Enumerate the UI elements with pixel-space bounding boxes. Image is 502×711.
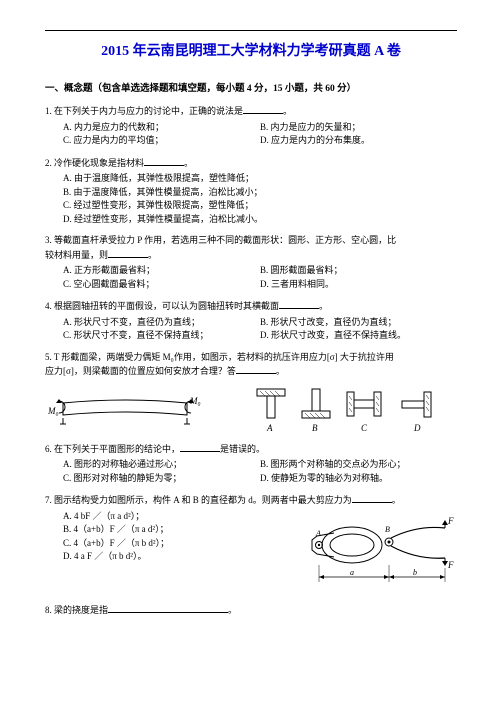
page-title: 2015 年云南昆明理工大学材料力学考研真题 A 卷 <box>45 41 457 62</box>
q2-stem: 2. 冷作硬化现象是指材料 <box>45 158 144 168</box>
q1-blank <box>243 104 283 114</box>
q7-stem: 7. 图示结构受力如图所示，构件 A 和 B 的直径都为 d。则两者中最大剪应力… <box>45 495 352 505</box>
q4-blank <box>279 299 319 309</box>
q4-opt-c: C. 形状尺寸不变，直径不保持直线； <box>63 329 260 343</box>
q5-stem-after: 。 <box>276 366 285 376</box>
q3-opt-c: C. 空心圆截面最省料； <box>63 278 260 292</box>
q3-blank <box>108 248 148 258</box>
question-6: 6. 在下列关于平面图形的结论中， 是错误的。 A. 图形的对称轴必通过形心； B… <box>45 442 457 486</box>
q6-blank <box>180 442 220 452</box>
q2-opt-d: D. 经过塑性变形，其弹性模量提高，泊松比减小。 <box>63 213 457 227</box>
q5-blank <box>236 364 276 374</box>
q2-opt-a: A. 由于温度降低，其弹性极限提高，塑性降低； <box>63 172 457 186</box>
q7-stem-after: 。 <box>392 495 401 505</box>
q3-opt-d: D. 三者用料相同。 <box>260 278 457 292</box>
q1-opt-b: B. 内力是应力的矢量和； <box>260 121 457 135</box>
q6-stem: 6. 在下列关于平面图形的结论中， <box>45 444 180 454</box>
q3-stem-l2: 较材料用量，则 <box>45 250 108 260</box>
q2-opt-c: C. 经过塑性变形，其弹性极限提高，塑性降低； <box>63 199 457 213</box>
q1-opt-c: C. 应力是内力的平均值； <box>63 134 260 148</box>
q1-opt-d: D. 应力是内力的分布集度。 <box>260 134 457 148</box>
q5-stem-l1: 5. T 形截面梁，两端受力偶矩 M₀作用，如图示，若材料的抗压许用应力[σ] … <box>45 351 457 365</box>
question-2: 2. 冷作硬化现象是指材料 。 A. 由于温度降低，其弹性极限提高，塑性降低； B… <box>45 156 457 227</box>
q3-stem-l1: 3. 等截面直杆承受拉力 P 作用，若选用三种不同的截面形状：圆形、正方形、空心… <box>45 234 457 248</box>
q2-stem-after: 。 <box>184 158 193 168</box>
q7-figure: B A F F a b <box>297 510 457 595</box>
q6-opt-c: C. 图形对对称轴的静矩为零； <box>63 472 260 486</box>
q3-stem-after: 。 <box>148 250 157 260</box>
q5-stem-l2: 应力[σ]，则梁截面的位置应如何安放才合理？答 <box>45 366 236 376</box>
svg-text:a: a <box>350 568 354 577</box>
q5-beam-figure: M₀ M₀ <box>45 389 205 429</box>
question-5: 5. T 形截面梁，两端受力偶矩 M₀作用，如图示，若材料的抗压许用应力[σ] … <box>45 351 457 434</box>
q1-stem: 1. 在下列关于内力与应力的讨论中，正确的说法是 <box>45 106 243 116</box>
svg-text:B: B <box>385 525 390 534</box>
q5-sections-figure: A B C <box>247 384 457 434</box>
svg-text:A: A <box>315 529 321 538</box>
q3-opt-a: A. 正方形截面最省料； <box>63 264 260 278</box>
q1-opt-a: A. 内力是应力的代数和； <box>63 121 260 135</box>
q4-opt-d: D. 形状尺寸改变，直径不保持直线。 <box>260 329 457 343</box>
q6-opt-b: B. 图形两个对称轴的交点必为形心； <box>260 458 457 472</box>
svg-text:F: F <box>447 560 454 570</box>
svg-text:C: C <box>361 423 368 433</box>
q2-blank <box>144 156 184 166</box>
q5-m0-left: M₀ <box>47 406 59 416</box>
question-8: 8. 梁的挠度是指 。 <box>45 603 457 618</box>
svg-text:A: A <box>266 423 273 433</box>
svg-text:D: D <box>413 423 421 433</box>
svg-text:F: F <box>447 516 454 526</box>
q1-stem-after: 。 <box>283 106 292 116</box>
question-1: 1. 在下列关于内力与应力的讨论中，正确的说法是。 A. 内力是应力的代数和； … <box>45 104 457 148</box>
q7-blank <box>352 493 392 503</box>
q8-stem: 8. 梁的挠度是指 <box>45 605 108 615</box>
svg-text:B: B <box>312 423 318 433</box>
q4-opt-a: A. 形状尺寸不变，直径仍为直线； <box>63 316 260 330</box>
q4-opt-b: B. 形状尺寸改变，直径仍为直线； <box>260 316 457 330</box>
section-heading: 一、概念题（包含单选选择题和填空题，每小题 4 分，15 小题，共 60 分） <box>45 82 457 96</box>
question-7: 7. 图示结构受力如图所示，构件 A 和 B 的直径都为 d。则两者中最大剪应力… <box>45 493 457 595</box>
svg-text:b: b <box>413 568 417 577</box>
q8-stem-after: 。 <box>228 605 237 615</box>
q4-stem-after: 。 <box>319 301 328 311</box>
q8-blank <box>108 603 228 613</box>
q3-opt-b: B. 圆形截面最省料； <box>260 264 457 278</box>
q4-stem: 4. 根据圆轴扭转的平面假设，可以认为圆轴扭转时其横截面 <box>45 301 279 311</box>
q2-opt-b: B. 由于温度降低，其弹性模量提高，泊松比减小； <box>63 186 457 200</box>
q6-opt-d: D. 使静矩为零的轴必为对称轴。 <box>260 472 457 486</box>
q6-stem-after: 是错误的。 <box>220 444 265 454</box>
question-4: 4. 根据圆轴扭转的平面假设，可以认为圆轴扭转时其横截面 。 A. 形状尺寸不变，… <box>45 299 457 343</box>
q6-opt-a: A. 图形的对称轴必通过形心； <box>63 458 260 472</box>
question-3: 3. 等截面直杆承受拉力 P 作用，若选用三种不同的截面形状：圆形、正方形、空心… <box>45 234 457 291</box>
